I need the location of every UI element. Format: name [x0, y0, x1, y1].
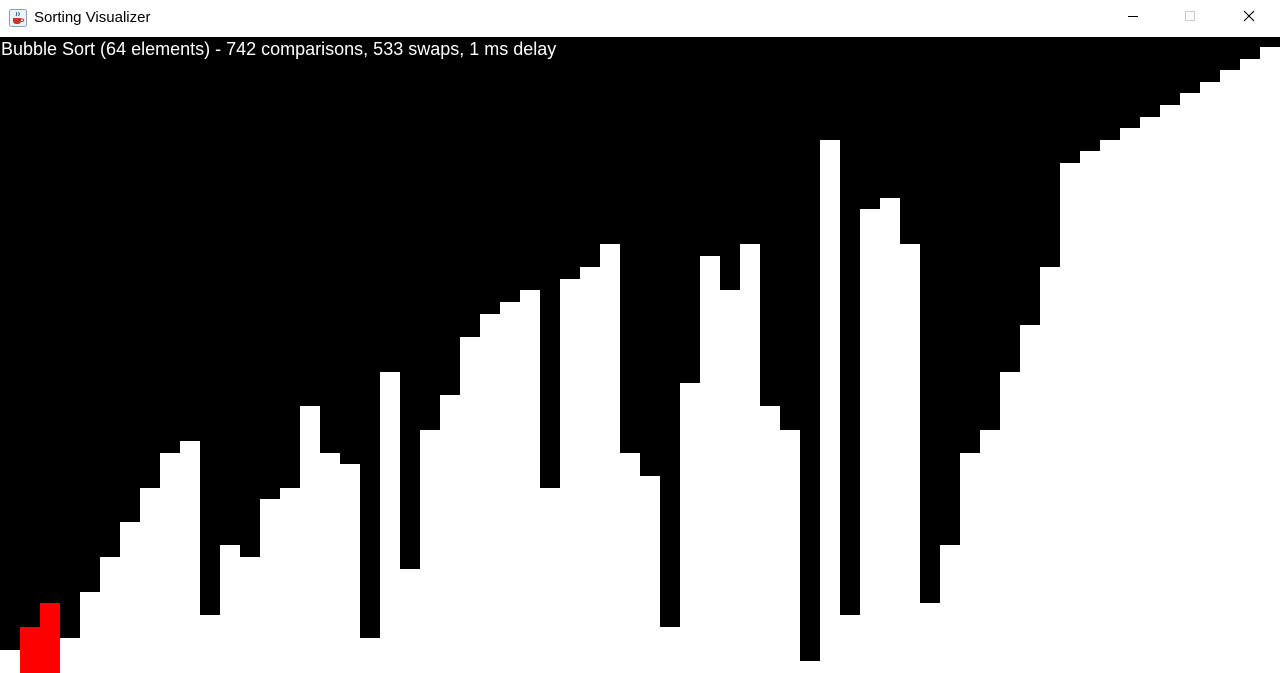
sort-bar: [1260, 47, 1280, 673]
sort-bar: [1060, 163, 1080, 673]
sort-bar: [980, 430, 1000, 673]
minimize-icon: [1127, 9, 1139, 27]
minimize-button[interactable]: [1104, 0, 1162, 36]
sort-bar: [1220, 70, 1240, 673]
sort-bar: [860, 209, 880, 673]
sort-bar: [0, 650, 20, 673]
sort-bar: [1200, 82, 1220, 673]
sort-bar: [420, 430, 440, 673]
sort-bar: [740, 244, 760, 673]
sort-bar: [940, 545, 960, 673]
sort-bar: [640, 476, 660, 673]
sort-bar: [700, 256, 720, 673]
sort-bar: [680, 383, 700, 673]
sort-bar: [920, 603, 940, 673]
sort-bar: [1180, 93, 1200, 673]
sort-bar: [1020, 325, 1040, 673]
sort-bar: [320, 453, 340, 673]
sort-bar: [1080, 151, 1100, 673]
sort-bar: [900, 244, 920, 673]
sort-bar: [140, 488, 160, 673]
sort-bar: [460, 337, 480, 673]
sort-bar: [1100, 140, 1120, 673]
sort-bar: [20, 627, 40, 673]
sort-bar: [1240, 59, 1260, 673]
sort-bar: [300, 406, 320, 673]
sort-bar: [820, 140, 840, 673]
sort-bar: [380, 372, 400, 673]
sort-bar: [260, 499, 280, 673]
sort-bar: [200, 615, 220, 673]
sort-bar: [440, 395, 460, 673]
sort-bar: [840, 615, 860, 673]
sort-bar: [620, 453, 640, 673]
sort-bar: [500, 302, 520, 673]
sort-bar: [400, 569, 420, 673]
sort-bar: [60, 638, 80, 673]
sort-bar: [160, 453, 180, 673]
sort-bar: [560, 279, 580, 673]
sort-bar: [220, 545, 240, 673]
sort-bar: [600, 244, 620, 673]
sort-bar: [540, 488, 560, 673]
sort-canvas: Bubble Sort (64 elements) - 742 comparis…: [0, 37, 1280, 673]
sort-bar: [80, 592, 100, 673]
close-icon: [1243, 9, 1255, 27]
sort-bar: [340, 464, 360, 673]
sort-bar: [1160, 105, 1180, 673]
sort-bar: [480, 314, 500, 673]
sort-bar: [180, 441, 200, 673]
sort-bar: [40, 603, 60, 673]
sort-bar: [1000, 372, 1020, 673]
close-button[interactable]: [1220, 0, 1278, 36]
java-cup-icon: [9, 9, 27, 27]
sort-bar: [520, 290, 540, 673]
sort-bar: [1120, 128, 1140, 673]
sort-bar: [760, 406, 780, 673]
sort-bar: [780, 430, 800, 673]
sort-bar: [360, 638, 380, 673]
sort-bar: [800, 661, 820, 673]
maximize-button[interactable]: [1161, 0, 1219, 36]
window-title: Sorting Visualizer: [34, 9, 151, 26]
title-bar[interactable]: Sorting Visualizer: [0, 0, 1280, 38]
status-text: Bubble Sort (64 elements) - 742 comparis…: [1, 39, 557, 59]
sort-bar: [720, 290, 740, 673]
sort-bar: [1140, 117, 1160, 673]
sort-bar: [1040, 267, 1060, 673]
sort-bar: [880, 198, 900, 673]
sort-bar: [660, 627, 680, 673]
sort-bar: [240, 557, 260, 673]
maximize-icon: [1184, 9, 1196, 27]
sort-bar: [580, 267, 600, 673]
sort-bar: [960, 453, 980, 673]
sort-bar: [280, 488, 300, 673]
sort-bar: [100, 557, 120, 673]
bar-chart: [0, 37, 1280, 673]
sort-bar: [120, 522, 140, 673]
